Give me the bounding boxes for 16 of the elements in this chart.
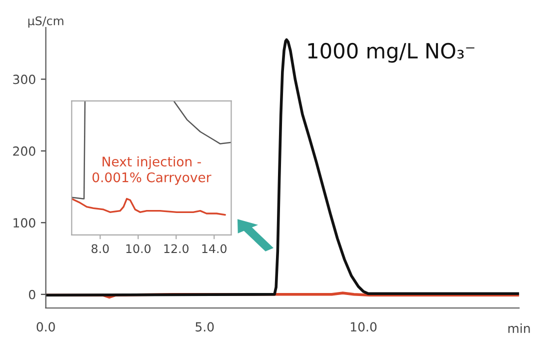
y-tick-label: 0 bbox=[28, 290, 36, 300]
x-tick-label: 14.0 bbox=[202, 244, 226, 254]
x-tick-label: 10.0 bbox=[126, 244, 151, 254]
x-axis-title: min bbox=[508, 323, 530, 333]
line-series bbox=[46, 38, 520, 296]
annotation: 1000 mg/L NO₃⁻ bbox=[308, 42, 474, 63]
x-tick-label: 5.0 bbox=[196, 322, 214, 332]
y-tick-label: 200 bbox=[13, 146, 36, 156]
y-axis-title: µS/cm bbox=[28, 16, 64, 28]
y-tick-label: 100 bbox=[14, 218, 36, 228]
series-label: Next injection - 0.001% Carryover bbox=[92, 156, 212, 185]
x-tick-label: 10.0 bbox=[350, 322, 377, 332]
y-tick-label: 300 bbox=[13, 74, 36, 84]
x-tick-label: 12.0 bbox=[164, 244, 189, 254]
x-tick-label: 8.0 bbox=[92, 244, 109, 254]
x-tick-label: 0.0 bbox=[36, 322, 55, 332]
